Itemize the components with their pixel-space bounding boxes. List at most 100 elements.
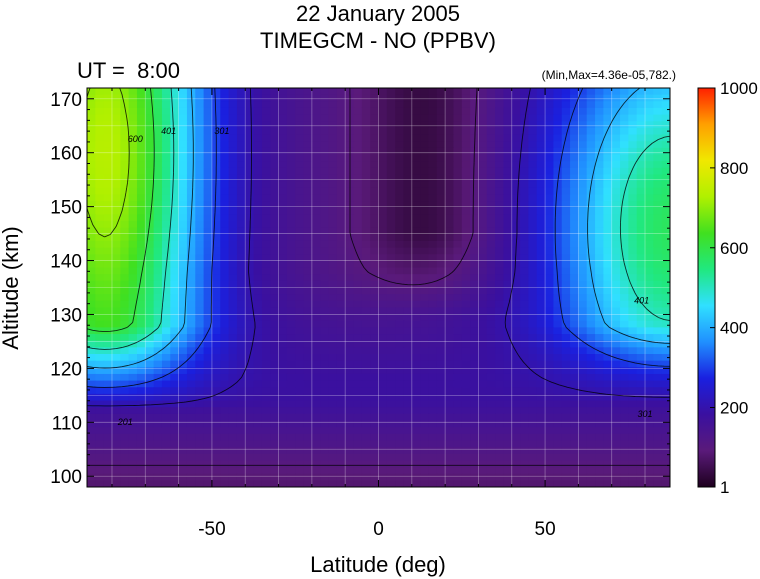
heatmap-cell [611, 473, 621, 481]
heatmap-cell [453, 413, 463, 422]
heatmap-cell [636, 260, 646, 269]
heatmap-cell [461, 380, 471, 388]
heatmap-cell [203, 167, 213, 176]
heatmap-cell [228, 267, 238, 275]
heatmap-cell [345, 453, 355, 461]
heatmap-cell [87, 221, 96, 229]
heatmap-cell [436, 214, 446, 222]
heatmap-cell [436, 294, 446, 302]
heatmap-cell [561, 201, 571, 209]
heatmap-cell [570, 207, 579, 215]
heatmap-cell [145, 154, 155, 162]
heatmap-cell [87, 147, 96, 156]
heatmap-cell [236, 181, 246, 189]
heatmap-cell [228, 121, 238, 129]
heatmap-cell [220, 473, 230, 481]
heatmap-cell [478, 447, 488, 455]
heatmap-cell [261, 373, 271, 382]
heatmap-cell [653, 154, 663, 162]
heatmap-cell [545, 201, 554, 209]
heatmap-cell [311, 347, 321, 355]
heatmap-cell [445, 307, 455, 315]
heatmap-cell [120, 174, 130, 182]
heatmap-cell [328, 167, 338, 176]
heatmap-cell [128, 167, 138, 176]
heatmap-cell [511, 121, 521, 129]
heatmap-cell [595, 407, 604, 415]
heatmap-cell [145, 161, 155, 169]
heatmap-cell [478, 181, 488, 189]
heatmap-cell [253, 274, 263, 282]
heatmap-cell [270, 234, 280, 242]
heatmap-cell [603, 480, 613, 487]
heatmap-cell [195, 400, 205, 408]
heatmap-cell [645, 367, 654, 375]
heatmap-cell [303, 121, 313, 129]
heatmap-cell [411, 287, 421, 295]
heatmap-cell [653, 473, 663, 481]
heatmap-cell [270, 393, 280, 402]
heatmap-cell [586, 327, 596, 335]
heatmap-cell [111, 300, 121, 309]
heatmap-cell [445, 201, 455, 209]
heatmap-cell [253, 440, 263, 448]
heatmap-cell [361, 221, 371, 229]
heatmap-cell [578, 393, 588, 402]
heatmap-cell [353, 294, 363, 302]
heatmap-cell [128, 267, 138, 275]
heatmap-cell [620, 413, 629, 422]
heatmap-cell [228, 187, 238, 195]
heatmap-cell [511, 214, 521, 222]
heatmap-cell [578, 314, 588, 322]
heatmap-cell [311, 433, 321, 442]
heatmap-cell [311, 234, 321, 242]
heatmap-cell [478, 460, 488, 468]
heatmap-cell [536, 201, 546, 209]
heatmap-cell [661, 147, 670, 156]
heatmap-cell [270, 460, 280, 468]
heatmap-cell [270, 260, 280, 269]
heatmap-cell [178, 373, 188, 382]
heatmap-cell [536, 227, 546, 235]
heatmap-cell [528, 473, 538, 481]
heatmap-cell [603, 121, 613, 129]
heatmap-cell [420, 134, 430, 142]
heatmap-cell [545, 327, 554, 335]
heatmap-cell [95, 254, 105, 262]
heatmap-cell [87, 94, 96, 102]
heatmap-cell [611, 181, 621, 189]
heatmap-cell [436, 260, 446, 269]
heatmap-cell [478, 340, 488, 348]
heatmap-cell [128, 440, 138, 448]
heatmap-cell [495, 440, 505, 448]
heatmap-cell [211, 214, 221, 222]
heatmap-cell [128, 207, 138, 215]
heatmap-cell [486, 194, 496, 202]
heatmap-cell [403, 260, 413, 269]
heatmap-cell [178, 88, 188, 96]
heatmap-cell [145, 274, 155, 282]
heatmap-cell [545, 340, 554, 348]
heatmap-cell [345, 373, 355, 382]
heatmap-cell [528, 274, 538, 282]
heatmap-cell [136, 147, 146, 156]
heatmap-cell [403, 300, 413, 309]
heatmap-cell [178, 214, 188, 222]
heatmap-cell [345, 320, 355, 328]
heatmap-cell [553, 234, 563, 242]
heatmap-cell [586, 400, 596, 408]
heatmap-cell [553, 340, 563, 348]
heatmap-cell [536, 294, 546, 302]
heatmap-cell [145, 134, 155, 142]
heatmap-cell [536, 280, 546, 289]
heatmap-cell [178, 467, 188, 475]
heatmap-cell [278, 214, 288, 222]
heatmap-cell [95, 320, 105, 328]
heatmap-cell [461, 214, 471, 222]
heatmap-cell [128, 194, 138, 202]
heatmap-cell [470, 227, 480, 235]
heatmap-cell [278, 88, 288, 96]
heatmap-cell [370, 327, 380, 335]
heatmap-cell [511, 187, 521, 195]
